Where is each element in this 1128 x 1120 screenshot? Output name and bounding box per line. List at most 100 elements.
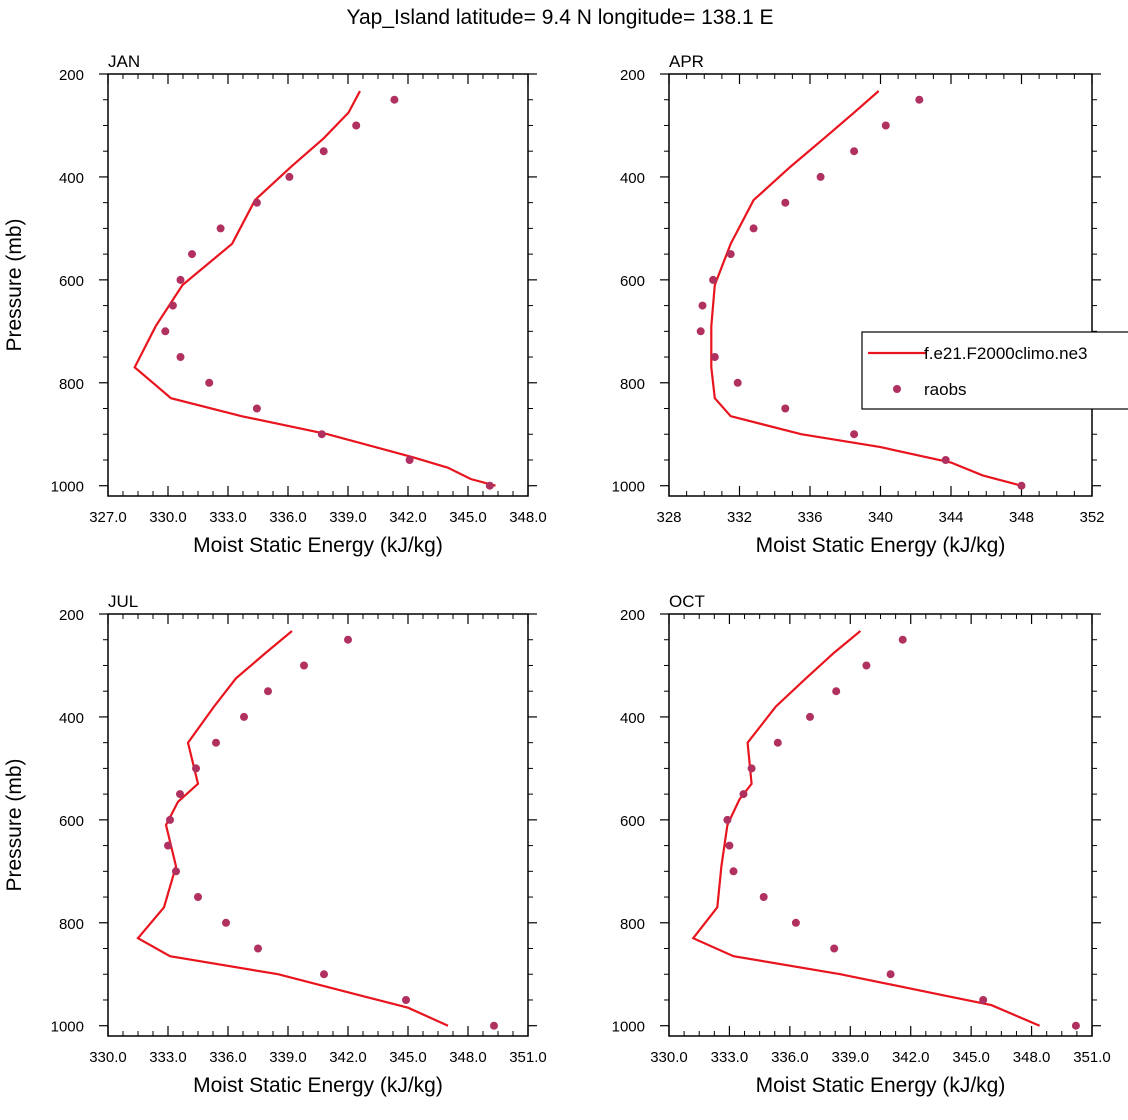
- y-tick-label: 600: [620, 273, 645, 290]
- x-tick-label: 336.0: [209, 1049, 247, 1066]
- raobs-point: [747, 764, 756, 773]
- raobs-point: [166, 815, 174, 824]
- raobs-point: [806, 712, 814, 721]
- model-profile-line: [133, 90, 496, 487]
- y-tick-label: 200: [59, 607, 84, 624]
- panel-title: OCT: [669, 592, 705, 611]
- figure-title: Yap_Island latitude= 9.4 N longitude= 13…: [347, 6, 774, 29]
- raobs-point: [832, 687, 841, 696]
- raobs-point: [1071, 1021, 1080, 1030]
- panel-title: JUL: [108, 592, 138, 611]
- x-tick-label: 330.0: [149, 509, 187, 526]
- raobs-point: [791, 918, 800, 927]
- raobs-point: [172, 867, 180, 876]
- legend-box: [861, 331, 1128, 410]
- raobs-point: [729, 867, 738, 876]
- panel-jul: JUL 330.0 333.0 336.0 339.0 342.0 345.0 348.0 35…: [3, 592, 547, 1097]
- raobs-point: [830, 944, 839, 953]
- x-tick-label: 339.0: [269, 1049, 307, 1066]
- raobs-point: [759, 893, 768, 901]
- x-tick-label: 336.0: [771, 1049, 809, 1066]
- x-tick-label: 348: [1009, 509, 1034, 526]
- raobs-point: [710, 353, 719, 361]
- x-tick-label: 333.0: [209, 509, 247, 526]
- raobs-point: [850, 147, 859, 156]
- plot-frame: [668, 73, 1093, 497]
- raobs-point: [696, 327, 705, 336]
- raobs-point: [726, 250, 735, 259]
- raobs-point: [405, 456, 414, 464]
- x-tick-label: 339.0: [832, 1049, 870, 1066]
- raobs-point: [161, 327, 170, 336]
- raobs-point: [698, 301, 707, 310]
- x-tick-label: 348.0: [509, 509, 547, 526]
- legend-label-model: f.e21.F2000climo.ne3: [924, 344, 1088, 363]
- x-axis-label: Moist Static Energy (kJ/kg): [193, 534, 443, 557]
- x-tick-label: 345.0: [389, 1049, 427, 1066]
- raobs-point: [317, 430, 326, 439]
- raobs-point: [723, 815, 732, 824]
- model-profile-line: [710, 90, 1022, 487]
- raobs-point: [733, 378, 742, 387]
- raobs-point: [850, 430, 859, 439]
- raobs-point: [749, 224, 758, 233]
- raobs-point: [485, 481, 494, 490]
- raobs-point: [781, 198, 790, 207]
- raobs-point: [285, 172, 294, 181]
- raobs-point: [709, 275, 718, 284]
- panel-apr: APR 328 332 336 340 344 348 352 200 400 600 800 1000…: [612, 52, 1105, 557]
- y-tick-label: 200: [59, 67, 84, 84]
- raobs-point: [264, 687, 272, 696]
- y-axis-label: Pressure (mb): [3, 218, 26, 351]
- raobs-point: [168, 301, 177, 310]
- raobs-point: [216, 224, 225, 233]
- x-axis-label: Moist Static Energy (kJ/kg): [193, 1074, 443, 1097]
- raobs-point: [319, 147, 328, 156]
- legend: f.e21.F2000climo.ne3 raobs: [861, 331, 1128, 410]
- raobs-point: [773, 738, 782, 747]
- panel-title: JAN: [108, 52, 140, 71]
- raobs-point: [941, 456, 950, 464]
- raobs-point: [898, 635, 907, 644]
- legend-marker-swatch: [893, 385, 901, 393]
- y-tick-label: 400: [620, 170, 645, 187]
- y-tick-label: 800: [59, 916, 84, 933]
- y-tick-label: 1000: [612, 1019, 645, 1036]
- x-tick-label: 342.0: [389, 509, 427, 526]
- x-tick-label: 327.0: [89, 509, 127, 526]
- raobs-point: [886, 970, 895, 979]
- y-tick-label: 1000: [51, 479, 84, 496]
- raobs-point: [862, 661, 871, 670]
- x-tick-label: 336.0: [269, 509, 307, 526]
- raobs-point: [781, 404, 790, 413]
- x-tick-label: 330.0: [89, 1049, 127, 1066]
- x-tick-label: 345.0: [952, 1049, 990, 1066]
- x-tick-label: 348.0: [1013, 1049, 1051, 1066]
- panels: JAN 327.0 330.0 333.0 336.0 339.0 342.0 345.0 34…: [3, 52, 1128, 1097]
- y-axis-label: Pressure (mb): [3, 758, 26, 891]
- raobs-point: [915, 95, 924, 104]
- legend-label-obs: raobs: [924, 380, 967, 399]
- y-tick-label: 1000: [51, 1019, 84, 1036]
- x-tick-label: 342.0: [329, 1049, 367, 1066]
- model-profile-line: [136, 630, 449, 1027]
- model-profile-line: [691, 630, 1041, 1027]
- raobs-point: [725, 841, 734, 850]
- x-tick-label: 332: [727, 509, 752, 526]
- raobs-point: [205, 378, 214, 387]
- y-tick-label: 200: [620, 67, 645, 84]
- x-tick-label: 339.0: [329, 509, 367, 526]
- raobs-point: [402, 996, 410, 1004]
- raobs-point: [240, 712, 248, 721]
- x-tick-label: 348.0: [449, 1049, 487, 1066]
- x-tick-label: 344: [938, 509, 963, 526]
- y-tick-label: 600: [59, 813, 84, 830]
- raobs-point: [192, 764, 200, 773]
- y-tick-label: 400: [620, 710, 645, 727]
- raobs-point: [979, 996, 988, 1004]
- y-tick-label: 800: [620, 916, 645, 933]
- x-tick-label: 352: [1079, 509, 1104, 526]
- y-tick-label: 600: [620, 813, 645, 830]
- raobs-point: [176, 790, 184, 799]
- raobs-point: [352, 121, 361, 130]
